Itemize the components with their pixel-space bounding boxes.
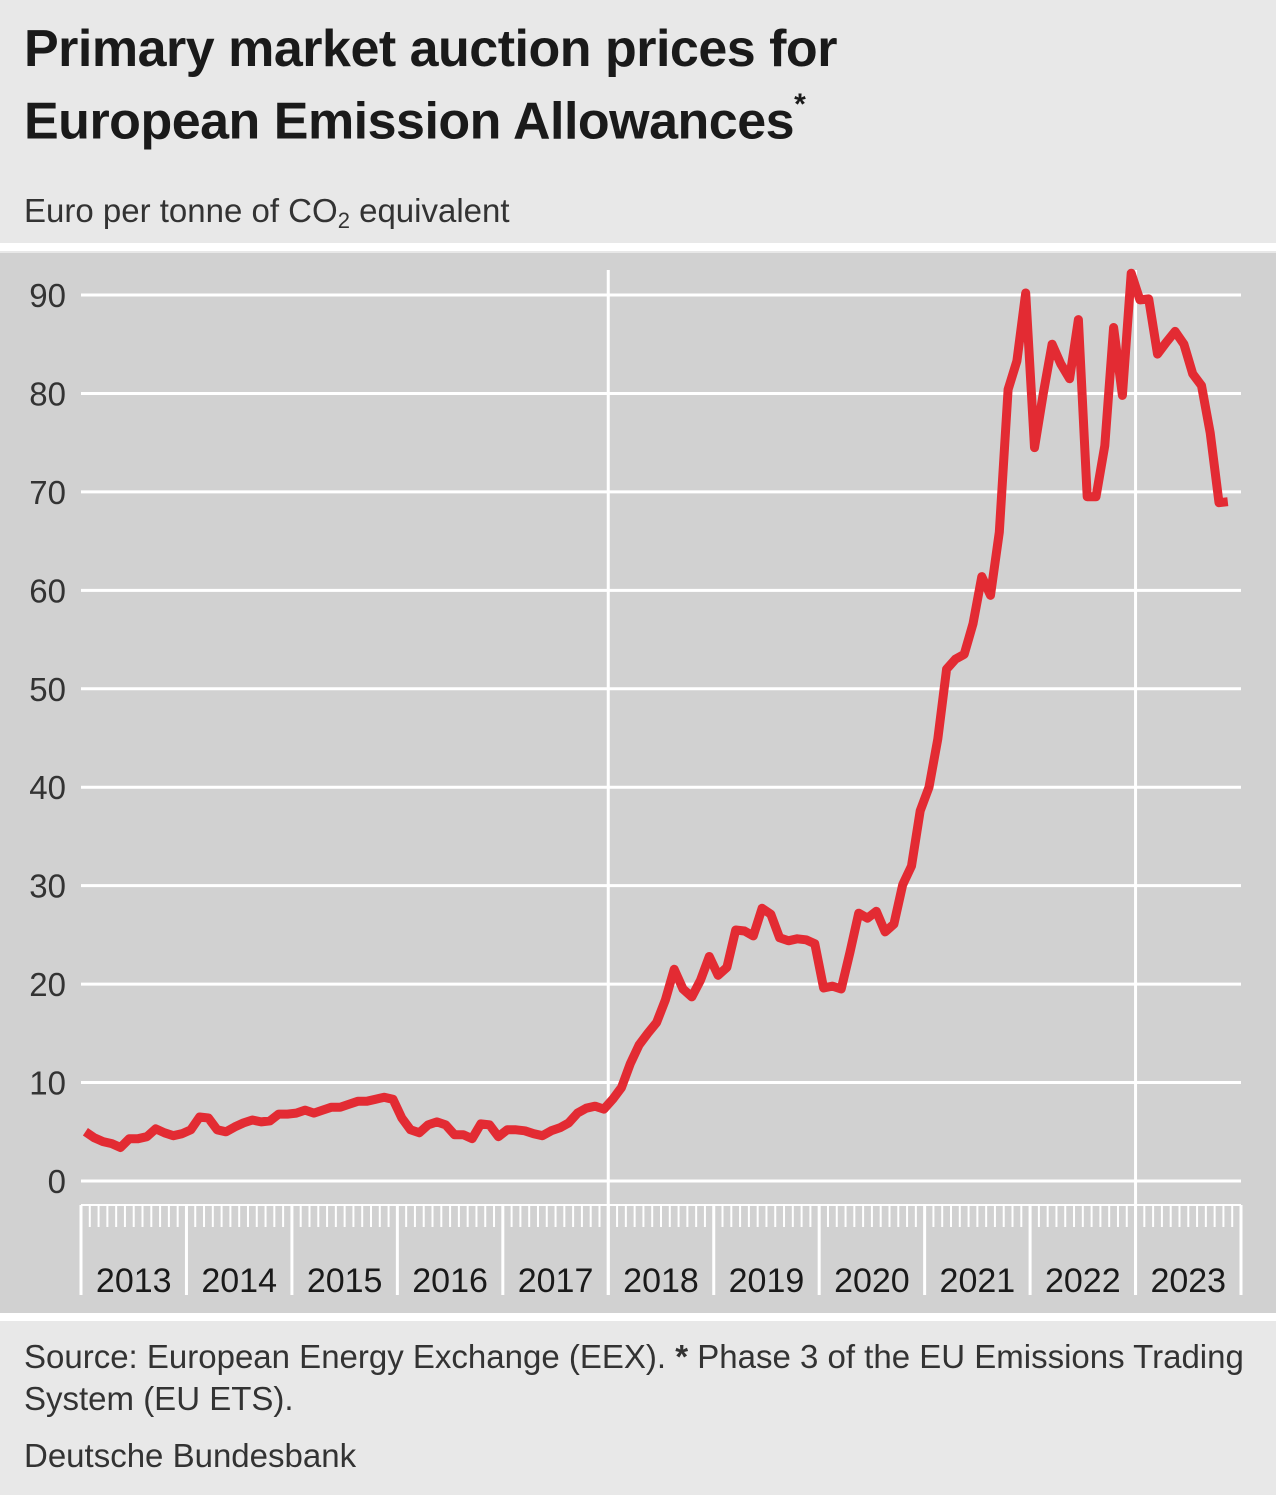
x-tick-label-2014: 2014 bbox=[201, 1262, 277, 1300]
y-tick-label-10: 10 bbox=[29, 1065, 66, 1102]
y-axis-unit-label: Euro per tonne of CO2 equivalent bbox=[24, 192, 510, 234]
y-tick-label-90: 90 bbox=[29, 277, 66, 314]
unit-text-end: equivalent bbox=[349, 192, 510, 229]
title-line-1: Primary market auction prices for bbox=[24, 20, 837, 78]
x-tick-label-2015: 2015 bbox=[307, 1262, 383, 1300]
title-footnote-mark: * bbox=[794, 88, 806, 121]
source-note: Source: European Energy Exchange (EEX). … bbox=[24, 1336, 1264, 1420]
y-tick-label-30: 30 bbox=[29, 868, 66, 905]
x-tick-label-2021: 2021 bbox=[940, 1262, 1016, 1300]
x-tick-label-2020: 2020 bbox=[834, 1262, 910, 1300]
y-tick-label-60: 60 bbox=[29, 572, 66, 609]
source-text: Source: European Energy Exchange (EEX). bbox=[24, 1338, 667, 1375]
x-tick-label-2017: 2017 bbox=[518, 1262, 594, 1300]
x-tick-label-2019: 2019 bbox=[729, 1262, 805, 1300]
bottom-divider bbox=[0, 1313, 1276, 1321]
x-tick-label-2016: 2016 bbox=[412, 1262, 488, 1300]
y-tick-label-80: 80 bbox=[29, 375, 66, 412]
x-tick-label-2013: 2013 bbox=[96, 1262, 172, 1300]
y-tick-label-70: 70 bbox=[29, 474, 66, 511]
y-tick-label-40: 40 bbox=[29, 769, 66, 806]
top-divider bbox=[0, 243, 1276, 251]
title-line-2: European Emission Allowances bbox=[24, 92, 795, 151]
footnote-text: Phase 3 of the EU Emissions Trading Syst… bbox=[24, 1338, 1244, 1417]
footnote-star: * bbox=[675, 1338, 689, 1375]
y-tick-label-0: 0 bbox=[48, 1163, 66, 1200]
y-tick-label-50: 50 bbox=[29, 671, 66, 708]
x-tick-label-2018: 2018 bbox=[623, 1262, 699, 1300]
unit-subscript: 2 bbox=[337, 208, 350, 233]
y-tick-label-20: 20 bbox=[29, 966, 66, 1003]
plot-area bbox=[0, 253, 1276, 1313]
publisher-label: Deutsche Bundesbank bbox=[24, 1437, 357, 1474]
price-series-line bbox=[82, 268, 1229, 1152]
x-tick-label-2023: 2023 bbox=[1150, 1262, 1226, 1300]
chart-title: Primary market auction prices for Europe… bbox=[24, 18, 1224, 152]
unit-text: Euro per tonne of CO bbox=[24, 192, 338, 229]
x-tick-label-2022: 2022 bbox=[1045, 1262, 1121, 1300]
